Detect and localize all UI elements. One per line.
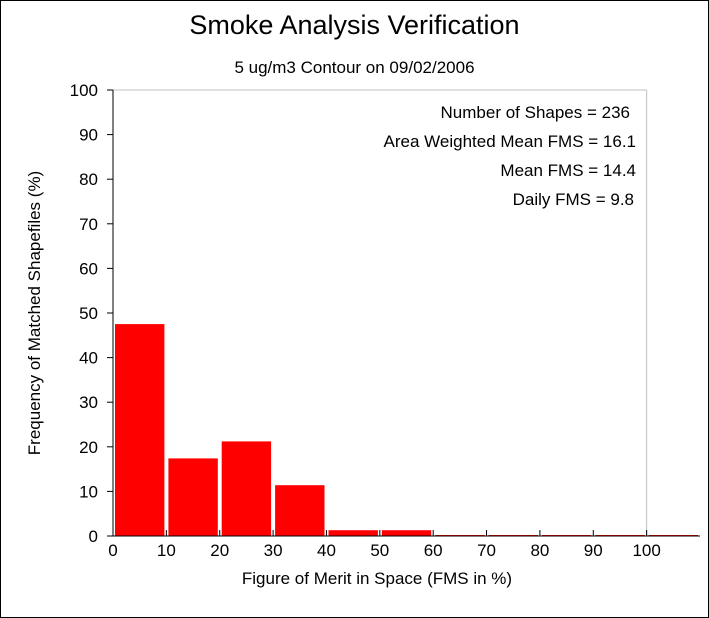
y-tick-label: 10 <box>79 482 98 501</box>
ticks-layer: 0 10 20 30 40 50 60 70 80 90 100 0 10 20 30 40 50 60 70 80 9… <box>70 81 661 560</box>
x-tick-label: 50 <box>370 541 389 560</box>
y-tick-label: 70 <box>79 215 98 234</box>
y-tick-label: 30 <box>79 393 98 412</box>
y-tick-label: 20 <box>79 438 98 457</box>
y-tick-label: 40 <box>79 349 98 368</box>
x-tick-label: 30 <box>264 541 283 560</box>
x-tick-label: 100 <box>632 541 660 560</box>
stat-mean-fms: Mean FMS = 14.4 <box>500 161 636 180</box>
stat-daily-fms: Daily FMS = 9.8 <box>513 190 634 209</box>
x-tick-label: 70 <box>477 541 496 560</box>
histogram-bar-10-20 <box>168 458 218 536</box>
y-tick-label: 100 <box>70 81 98 100</box>
histogram-bar-30-40 <box>275 485 325 536</box>
histogram-bar-0-10 <box>115 324 165 536</box>
stats-box: Number of Shapes = 236 Area Weighted Mea… <box>384 103 636 209</box>
histogram-bar-40-50 <box>328 530 378 536</box>
x-tick-label: 20 <box>210 541 229 560</box>
x-tick-label: 10 <box>157 541 176 560</box>
x-axis-title: Figure of Merit in Space (FMS in %) <box>242 569 512 588</box>
x-tick-label: 80 <box>530 541 549 560</box>
chart-subtitle: 5 ug/m3 Contour on 09/02/2006 <box>234 58 475 77</box>
stat-area-weighted-mean-fms: Area Weighted Mean FMS = 16.1 <box>384 132 636 151</box>
y-tick-label: 60 <box>79 259 98 278</box>
y-tick-label: 50 <box>79 304 98 323</box>
stat-number-of-shapes: Number of Shapes = 236 <box>441 103 630 122</box>
x-tick-label: 0 <box>108 541 117 560</box>
x-tick-label: 40 <box>317 541 336 560</box>
y-axis-title: Frequency of Matched Shapefiles (%) <box>25 171 44 455</box>
x-tick-label: 90 <box>584 541 603 560</box>
histogram-bar-20-30 <box>221 441 272 536</box>
histogram-bar-50-60 <box>381 530 432 536</box>
y-tick-label: 90 <box>79 126 98 145</box>
bars-layer <box>115 324 698 536</box>
chart-title: Smoke Analysis Verification <box>189 10 520 40</box>
x-tick-label: 60 <box>424 541 443 560</box>
y-tick-label: 80 <box>79 170 98 189</box>
y-tick-label: 0 <box>89 527 98 546</box>
